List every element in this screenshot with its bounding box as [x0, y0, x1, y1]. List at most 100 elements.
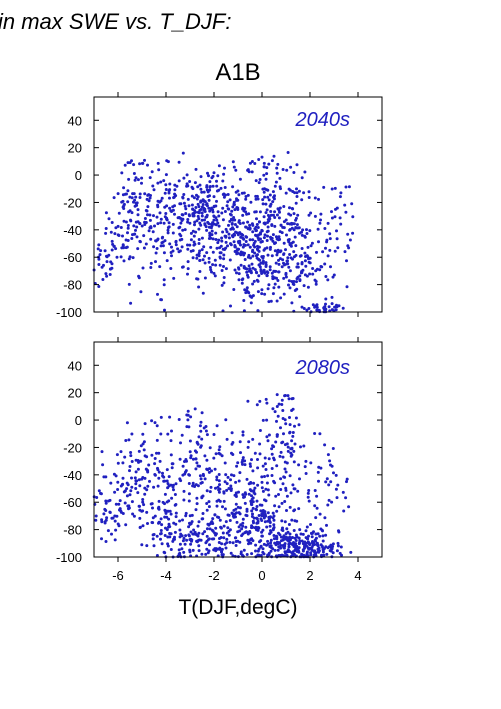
scatter-point — [285, 168, 289, 172]
scatter-point — [240, 281, 244, 285]
scatter-point — [223, 210, 227, 213]
scatter-point — [138, 525, 142, 529]
scatter-point — [241, 493, 245, 497]
scatter-point — [201, 512, 205, 515]
scatter-point — [271, 190, 275, 194]
scatter-point — [211, 250, 215, 254]
scatter-point — [333, 215, 337, 219]
scatter-point — [300, 198, 304, 202]
scatter-point — [235, 225, 239, 229]
scatter-point — [200, 211, 204, 215]
scatter-point — [264, 499, 268, 503]
scatter-point — [324, 302, 327, 306]
scatter-point — [164, 212, 168, 215]
scatter-point — [128, 209, 132, 213]
scatter-point — [295, 280, 298, 284]
scatter-point — [207, 470, 211, 474]
scatter-point — [259, 509, 263, 513]
scatter-point — [128, 255, 132, 259]
scatter-point — [237, 219, 241, 223]
scatter-point — [207, 549, 211, 553]
scatter-point — [206, 171, 209, 175]
scatter-point — [254, 233, 257, 237]
scatter-point — [223, 461, 227, 465]
scatter-point — [329, 549, 333, 553]
scatter-point — [291, 483, 295, 487]
scatter-point — [304, 529, 308, 533]
scatter-point — [187, 525, 191, 529]
scatter-point — [157, 451, 161, 455]
scatter-point — [326, 221, 330, 225]
scatter-point — [313, 549, 317, 553]
scatter-point — [171, 208, 175, 212]
scatter-point — [116, 488, 120, 491]
scatter-point — [259, 237, 262, 241]
scatter-point — [282, 545, 286, 549]
scatter-point — [300, 270, 304, 273]
scatter-point — [192, 532, 196, 536]
scatter-point — [286, 151, 290, 154]
scatter-point — [290, 542, 294, 546]
scatter-point — [143, 223, 147, 226]
scatter-point — [124, 220, 128, 224]
scatter-point — [179, 441, 182, 445]
scatter-point — [151, 506, 154, 510]
scatter-point — [182, 536, 186, 540]
scatter-point — [295, 277, 299, 281]
scatter-point — [232, 240, 236, 244]
scatter-point — [156, 292, 159, 296]
scatter-point — [343, 250, 347, 254]
scatter-point — [194, 230, 198, 234]
scatter-point — [185, 173, 189, 177]
scatter-point — [222, 172, 226, 176]
scatter-point — [182, 550, 186, 554]
scatter-point — [116, 233, 120, 237]
scatter-point — [247, 253, 251, 257]
scatter-point — [220, 550, 224, 554]
scatter-point — [177, 548, 181, 552]
scatter-point — [227, 533, 231, 537]
scatter-point — [239, 253, 243, 257]
scatter-point — [168, 415, 172, 419]
scatter-point — [258, 442, 262, 446]
scatter-point — [237, 490, 240, 494]
scatter-point — [205, 458, 209, 462]
scatter-point — [203, 261, 207, 265]
scatter-point — [111, 516, 115, 520]
scatter-point — [334, 487, 338, 491]
scatter-point — [197, 520, 201, 524]
scatter-point — [192, 240, 196, 244]
scatter-point — [139, 459, 143, 463]
scatter-point — [182, 193, 186, 196]
scatter-point — [287, 279, 291, 283]
scatter-point — [309, 461, 313, 465]
scatter-point — [154, 251, 158, 255]
scatter-point — [185, 184, 189, 188]
scatter-point — [123, 501, 127, 505]
scatter-point — [300, 247, 304, 250]
scatter-point — [143, 454, 147, 458]
scatter-point — [208, 180, 212, 184]
scatter-point — [138, 162, 142, 166]
scatter-point — [271, 511, 275, 515]
scatter-point — [248, 245, 252, 249]
scatter-point — [216, 241, 220, 245]
scatter-point — [178, 535, 182, 539]
scatter-point — [225, 482, 229, 486]
scatter-point — [293, 235, 297, 239]
scatter-point — [228, 219, 232, 223]
scatter-point — [130, 196, 134, 200]
scatter-point — [187, 213, 191, 217]
scatter-point — [345, 259, 348, 263]
scatter-point — [188, 514, 192, 518]
scatter-point — [266, 225, 270, 229]
scatter-point — [193, 220, 197, 224]
scatter-point — [150, 170, 154, 174]
scatter-point — [245, 286, 249, 290]
scatter-point — [217, 214, 221, 218]
scatter-point — [135, 225, 139, 229]
scatter-point — [200, 214, 204, 218]
scatter-point — [230, 209, 234, 213]
scatter-point — [128, 195, 132, 199]
scatter-point — [160, 236, 164, 240]
